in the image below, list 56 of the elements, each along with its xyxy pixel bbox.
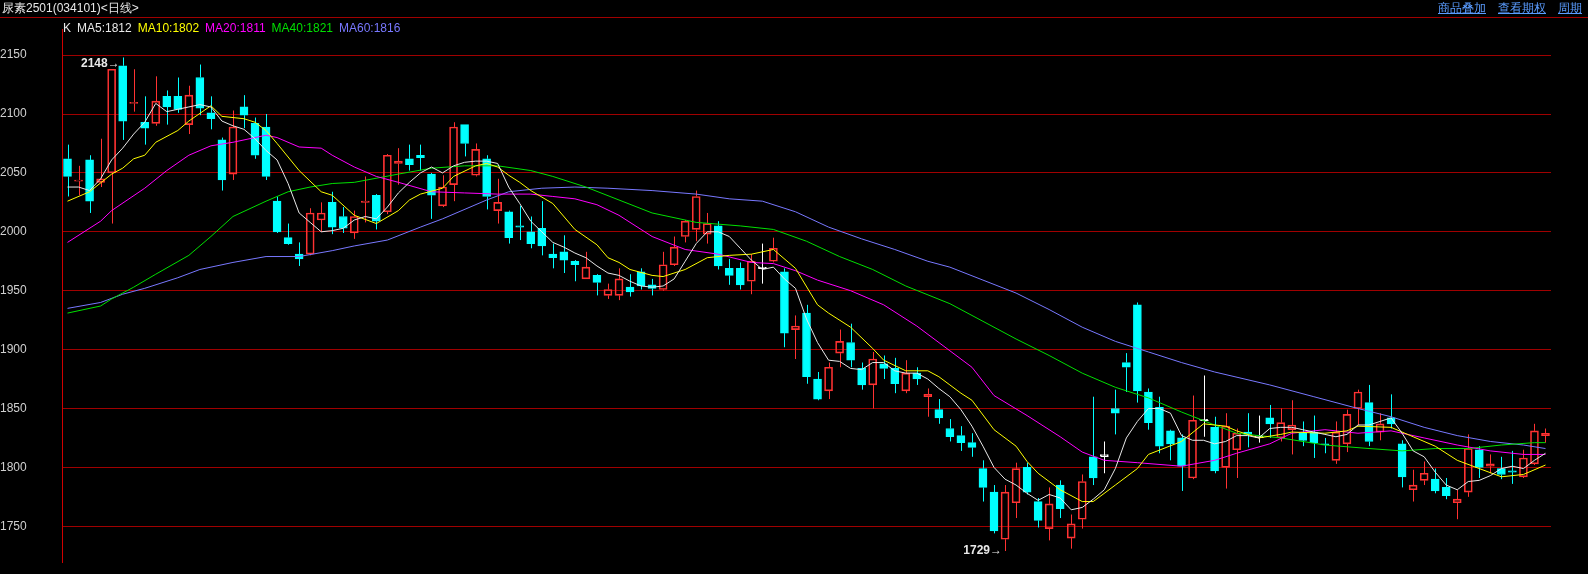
text: MA60:1816: [339, 21, 401, 35]
candlestick: [1133, 301, 1142, 404]
y-tick-label: 1900: [0, 341, 28, 356]
candlestick: [1177, 433, 1186, 492]
y-tick-label: 2150: [0, 47, 28, 62]
candlestick: [559, 234, 569, 274]
text: 周期: [1558, 1, 1582, 15]
text: MA10:1802: [137, 21, 200, 35]
candlestick: [934, 398, 944, 425]
candlestick: [537, 200, 547, 256]
candlestick: [780, 267, 789, 348]
candlestick: [63, 144, 72, 197]
candlestick: [416, 144, 425, 172]
candlestick: [956, 425, 966, 452]
text: 商品叠加: [1438, 1, 1486, 15]
candlestick: [460, 124, 469, 157]
candlestick: [592, 275, 602, 296]
text: MA40:1821: [271, 21, 333, 35]
candlestick: [515, 205, 525, 241]
candlestick: [945, 418, 955, 442]
candlestick: [1122, 352, 1131, 393]
candlestick: [1265, 404, 1275, 439]
candlestick: [1111, 389, 1120, 435]
candlestick: [405, 144, 414, 172]
y-tick-label: 2000: [0, 224, 28, 239]
candlestick: [967, 432, 977, 458]
candlestick: [735, 261, 745, 291]
text: 查看期权: [1498, 1, 1546, 15]
y-tick-label: 1800: [0, 459, 28, 474]
candlestick: [239, 94, 249, 129]
candlestick: [548, 243, 558, 269]
y-tick-label: 1850: [0, 400, 28, 415]
candlestick: [802, 304, 811, 385]
candlestick: [879, 354, 889, 380]
candlestick: [846, 323, 855, 368]
legend-title: K: [63, 21, 72, 35]
candlestick: [857, 362, 866, 391]
y-tick-label: 1750: [0, 518, 28, 533]
annotation: 1729→: [963, 543, 1003, 558]
candlestick: [1508, 450, 1517, 485]
candlestick: [890, 357, 900, 394]
candlestick: [427, 173, 436, 220]
chart-title: 尿素2501(034101)<日线>: [2, 0, 139, 17]
annotation: 2148→: [80, 55, 120, 70]
candlestick: [283, 223, 293, 244]
candlestick: [1088, 396, 1098, 486]
y-tick-label: 2100: [0, 106, 28, 121]
y-tick-label: 2050: [0, 165, 28, 180]
candlestick: [85, 154, 94, 214]
candlestick: [118, 56, 127, 141]
text: MA20:1811: [205, 21, 266, 35]
y-tick-label: 1950: [0, 283, 28, 298]
candlestick: [1144, 387, 1153, 431]
text: MA5:1812: [77, 21, 132, 35]
candlestick: [813, 371, 822, 400]
candlestick: [978, 459, 988, 503]
